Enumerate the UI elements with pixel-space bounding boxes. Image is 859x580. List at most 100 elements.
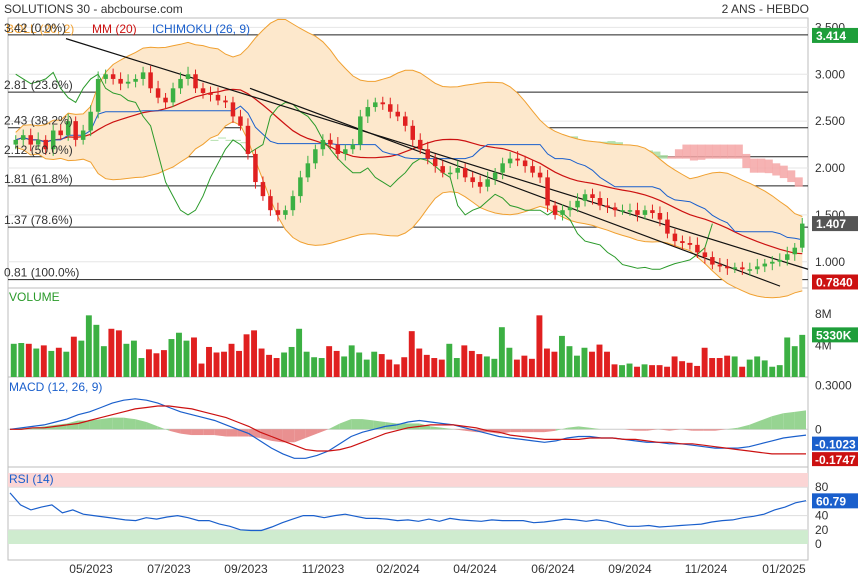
candle-body bbox=[462, 168, 468, 178]
volume-bar bbox=[566, 346, 573, 377]
candle-body bbox=[283, 210, 288, 215]
macd-histogram-segment bbox=[146, 422, 158, 430]
candle-body bbox=[223, 100, 228, 103]
rsi-tick-4: 0 bbox=[815, 537, 822, 551]
candle-body bbox=[193, 74, 198, 89]
x-tick-0: 05/2023 bbox=[69, 562, 113, 576]
candle-body bbox=[785, 254, 790, 260]
fib-label-3: 2.12 (50.0%) bbox=[4, 143, 73, 157]
volume-bar bbox=[281, 352, 288, 377]
macd-histogram-segment bbox=[123, 417, 136, 430]
candle-body bbox=[522, 160, 528, 167]
price-badge-close-text: 1.407 bbox=[816, 217, 846, 231]
price-badge-last-high-text: 3.414 bbox=[816, 29, 846, 43]
volume-bar bbox=[18, 343, 25, 377]
candle-body bbox=[170, 88, 176, 103]
macd-signal-line bbox=[10, 405, 806, 455]
candle-body bbox=[350, 144, 356, 150]
volume-bar bbox=[739, 366, 746, 377]
macd-badge-macd bbox=[812, 436, 858, 451]
macd-histogram-segment bbox=[760, 416, 772, 430]
volume-bar bbox=[213, 352, 220, 377]
candle-body bbox=[245, 125, 251, 154]
candle-body bbox=[530, 166, 535, 173]
macd-histogram-segment bbox=[135, 419, 147, 430]
volume-bar bbox=[709, 358, 716, 377]
rsi-tick-2: 40 bbox=[815, 509, 829, 523]
volume-bar bbox=[333, 350, 340, 377]
candle-body bbox=[148, 72, 153, 89]
rsi-tick-3: 20 bbox=[815, 523, 829, 537]
volume-bar bbox=[371, 351, 378, 377]
bollinger-lower-line bbox=[15, 121, 803, 299]
volume-bar bbox=[243, 334, 250, 377]
candle-body bbox=[20, 135, 26, 140]
candle-body bbox=[627, 210, 633, 212]
candle-body bbox=[650, 210, 655, 213]
volume-bar bbox=[731, 356, 738, 377]
candle-body bbox=[290, 196, 296, 211]
fib-label-4: 1.81 (61.8%) bbox=[4, 172, 73, 186]
candle-body bbox=[702, 252, 708, 258]
macd-badge-signal-text: -0.1747 bbox=[815, 453, 856, 467]
candle-body bbox=[417, 139, 423, 150]
candle-body bbox=[403, 116, 408, 126]
macd-histogram-segment bbox=[669, 429, 681, 431]
volume-bar bbox=[476, 354, 483, 377]
macd-histogram-segment bbox=[328, 423, 340, 430]
volume-bar bbox=[341, 356, 348, 377]
macd-badge-signal bbox=[812, 452, 858, 467]
candle-body bbox=[215, 94, 221, 101]
fib-label-6: 0.81 (100.0%) bbox=[4, 266, 79, 280]
bollinger-upper-line bbox=[15, 18, 803, 217]
macd-histogram-segment bbox=[703, 429, 716, 431]
volume-bar bbox=[453, 358, 460, 377]
macd-histogram-segment bbox=[282, 429, 295, 443]
candle-body bbox=[260, 182, 266, 197]
macd-histogram-segment bbox=[726, 427, 738, 430]
price-tick-5: 1.000 bbox=[815, 255, 845, 269]
volume-bar bbox=[108, 328, 115, 377]
candle-body bbox=[537, 172, 543, 178]
macd-histogram-segment bbox=[680, 429, 693, 431]
candle-body bbox=[163, 97, 168, 103]
volume-bar bbox=[206, 346, 212, 377]
candle-body bbox=[65, 121, 71, 136]
ichimoku-cloud-segment bbox=[742, 153, 751, 168]
volume-bar bbox=[55, 347, 62, 377]
volume-bar bbox=[536, 315, 543, 377]
ichimoku-cloud-segment bbox=[719, 144, 728, 159]
volume-bar bbox=[761, 360, 768, 377]
candle-body bbox=[185, 74, 191, 79]
candle-body bbox=[305, 163, 311, 178]
candle-body bbox=[328, 139, 333, 145]
candle-body bbox=[642, 210, 648, 215]
candle-body bbox=[230, 102, 236, 117]
candle-body bbox=[710, 257, 715, 265]
legend-ichimoku: ICHIMOKU (26, 9) bbox=[152, 22, 250, 36]
volume-bar bbox=[589, 351, 595, 377]
volume-bar bbox=[33, 348, 40, 377]
price-badge-last-high bbox=[812, 27, 858, 43]
volume-bar bbox=[468, 350, 475, 377]
volume-bar bbox=[724, 355, 731, 377]
volume-bar bbox=[221, 351, 227, 377]
price-badge-close bbox=[812, 216, 858, 232]
volume-bar bbox=[558, 335, 565, 377]
ichimoku-cloud-segment bbox=[764, 159, 773, 174]
volume-bar bbox=[611, 364, 618, 377]
macd-histogram-segment bbox=[521, 429, 534, 433]
macd-histogram-segment bbox=[203, 429, 215, 436]
macd-histogram-segment bbox=[100, 417, 113, 430]
volume-bar bbox=[288, 346, 295, 377]
volume-bar bbox=[461, 345, 468, 377]
ichimoku-cloud-segment bbox=[704, 144, 713, 159]
candle-body bbox=[657, 213, 663, 220]
ichimoku-cloud-segment bbox=[240, 142, 249, 144]
volume-bar bbox=[363, 359, 370, 377]
candle-body bbox=[590, 194, 595, 198]
candle-body bbox=[208, 93, 213, 95]
macd-histogram-segment bbox=[169, 429, 181, 434]
